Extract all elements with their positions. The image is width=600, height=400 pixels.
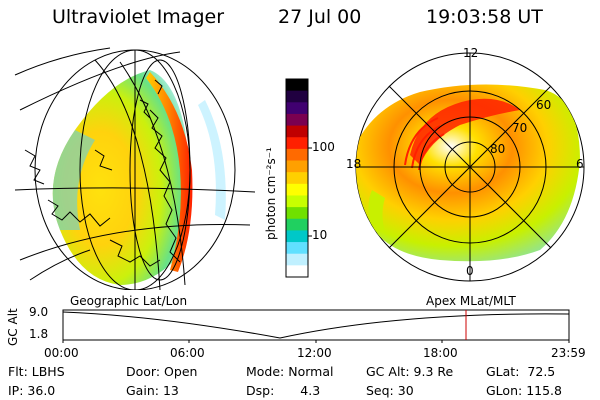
colorbar-unit-label: photon cm⁻²s⁻¹ <box>264 147 278 240</box>
color-bar-segment <box>286 113 308 127</box>
altitude-plot <box>62 309 570 343</box>
altitude-curve <box>62 311 570 339</box>
altitude-xtick-1800: 18:00 <box>423 346 458 360</box>
color-bar-segment <box>286 195 308 208</box>
glon-value: 115.8 <box>526 383 562 398</box>
mlat-label-80: 80 <box>490 142 506 156</box>
filter-field: Flt: LBHS <box>8 364 65 379</box>
color-bar-segment <box>286 253 308 266</box>
mode-value: Normal <box>288 364 334 379</box>
gcalt-value: 9.3 Re <box>413 364 454 379</box>
filter-label: Flt: <box>8 364 28 379</box>
dsp-field: Dsp: 4.3 <box>246 383 320 398</box>
date-label: 27 Jul 00 <box>278 6 362 28</box>
mlt-label-0: 0 <box>466 264 474 278</box>
color-bar-segment <box>286 160 308 173</box>
earth-image <box>14 47 255 290</box>
ip-value: 36.0 <box>27 383 56 398</box>
color-bar-segment <box>286 230 308 243</box>
glon-field: GLon: 115.8 <box>486 383 562 398</box>
mlat-label-70: 70 <box>512 121 528 135</box>
door-label: Door: <box>126 364 161 379</box>
gain-field: Gain: 13 <box>126 383 179 398</box>
dsp-value: 4.3 <box>300 383 321 398</box>
color-bar-segment <box>286 102 308 115</box>
app-title: Ultraviolet Imager <box>52 6 225 28</box>
ip-label: IP: <box>8 383 24 398</box>
altitude-xtick-0600: 06:00 <box>170 346 205 360</box>
color-bar-segment <box>286 79 308 92</box>
altitude-ytick-max: 9.0 <box>29 305 49 319</box>
color-bar-segment <box>286 218 308 232</box>
seq-field: Seq: 30 <box>366 383 414 398</box>
colorbar-tick-10: 10 <box>312 228 328 242</box>
mode-field: Mode: Normal <box>246 364 334 379</box>
color-bar-segment <box>286 90 308 103</box>
color-bar-segment <box>286 172 308 185</box>
gcalt-field: GC Alt: 9.3 Re <box>366 364 453 379</box>
color-bar <box>285 78 312 278</box>
altitude-xtick-1200: 12:00 <box>297 346 332 360</box>
glon-label: GLon: <box>486 383 523 398</box>
seq-label: Seq: <box>366 383 394 398</box>
glat-label: GLat: <box>486 364 520 379</box>
glat-field: GLat: 72.5 <box>486 364 555 379</box>
auroral-limb <box>146 72 193 272</box>
color-bar-frame <box>285 78 309 278</box>
polar-map <box>355 52 585 282</box>
time-label: 19:03:58 UT <box>426 6 543 28</box>
dsp-label: Dsp: <box>246 383 275 398</box>
door-field: Door: Open <box>126 364 197 379</box>
door-value: Open <box>164 364 198 379</box>
color-bar-segment <box>286 148 308 162</box>
coastlines <box>24 79 181 267</box>
color-bar-segment <box>286 137 308 150</box>
colorbar-tick-100: 100 <box>312 140 335 154</box>
polar-grid <box>356 53 584 281</box>
geographic-grid <box>14 47 255 290</box>
color-bar-segment <box>286 242 308 255</box>
right-panel-label: Apex MLat/MLT <box>426 294 516 308</box>
gcalt-label: GC Alt: <box>366 364 410 379</box>
altitude-ytick-min: 1.8 <box>29 327 49 341</box>
mlt-label-6: 6 <box>576 157 584 171</box>
altitude-xtick-2359: 23:59 <box>551 346 586 360</box>
color-bar-segment <box>286 265 308 278</box>
filter-value: LBHS <box>31 364 65 379</box>
mlat-label-60: 60 <box>536 98 552 112</box>
mlt-label-12: 12 <box>463 46 479 60</box>
ip-field: IP: 36.0 <box>8 383 55 398</box>
gain-label: Gain: <box>126 383 159 398</box>
left-panel-label: Geographic Lat/Lon <box>70 294 188 308</box>
color-bar-segment <box>286 183 308 197</box>
altitude-xtick-0000: 00:00 <box>44 346 79 360</box>
gain-value: 13 <box>162 383 179 398</box>
polar-emission <box>356 84 580 262</box>
color-bar-segment <box>286 125 308 138</box>
altitude-ylabel: GC Alt <box>6 308 20 346</box>
seq-value: 30 <box>397 383 414 398</box>
mode-label: Mode: <box>246 364 285 379</box>
glat-value: 72.5 <box>527 364 556 379</box>
mlt-label-18: 18 <box>346 157 362 171</box>
color-bar-segment <box>286 207 308 220</box>
